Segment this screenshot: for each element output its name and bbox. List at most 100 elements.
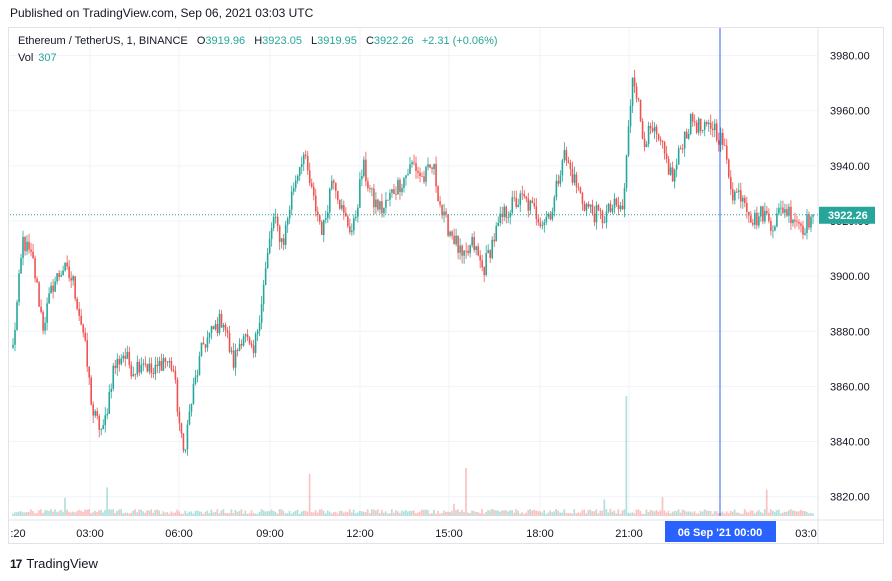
- candle-body: [443, 211, 445, 216]
- candle-body: [250, 343, 253, 346]
- volume-bar: [437, 510, 439, 516]
- candle-body: [537, 218, 540, 223]
- volume-bar: [198, 511, 201, 516]
- volume-bar: [661, 496, 664, 516]
- tradingview-brand[interactable]: 17 TradingView: [10, 556, 98, 571]
- candle-body: [752, 222, 754, 225]
- candle-body: [54, 281, 56, 292]
- candle-body: [665, 153, 668, 159]
- candle-body: [493, 239, 496, 242]
- candle-body: [441, 204, 443, 216]
- candle-body: [742, 197, 744, 202]
- volume-bar: [242, 513, 245, 516]
- volume-bar: [793, 510, 796, 516]
- volume-bar: [707, 511, 710, 516]
- candle-body: [723, 145, 726, 146]
- candle-body: [280, 238, 283, 242]
- candle-body: [810, 216, 812, 228]
- candle-body: [100, 429, 103, 430]
- candle-body: [373, 188, 375, 208]
- volume-bar: [350, 512, 353, 516]
- candle-body: [80, 315, 82, 325]
- volume-bar: [396, 511, 399, 516]
- candle-body: [304, 154, 307, 156]
- candle-body: [42, 311, 44, 331]
- candle-body: [589, 204, 592, 207]
- candle-body: [455, 235, 457, 245]
- volume-bar: [70, 512, 72, 516]
- candle-body: [152, 373, 155, 375]
- candle-body: [86, 340, 88, 367]
- volume-bar: [575, 513, 578, 516]
- y-tick-label: 3820.00: [830, 492, 870, 504]
- candle-body: [571, 169, 574, 183]
- candle-body: [621, 205, 624, 210]
- volume-bar: [54, 509, 56, 516]
- volume-bar: [406, 511, 409, 516]
- candle-body: [60, 275, 62, 277]
- candle-body: [389, 192, 391, 200]
- candle-body: [707, 122, 710, 125]
- volume-bar: [735, 512, 738, 516]
- volume-bar: [344, 511, 347, 516]
- candle-body: [417, 171, 419, 173]
- candle-body: [657, 134, 660, 140]
- volume-bar: [20, 511, 22, 516]
- volume-bar: [260, 509, 263, 516]
- candle-body: [78, 308, 80, 316]
- candle-body: [729, 177, 732, 190]
- candle-body: [691, 113, 694, 122]
- candle-body: [449, 231, 451, 236]
- candle-body: [278, 226, 281, 242]
- volume-bar: [589, 509, 592, 516]
- volume-bar: [413, 510, 415, 516]
- candle-body: [738, 190, 740, 193]
- volume-bar: [647, 512, 650, 516]
- candle-body: [328, 188, 331, 213]
- volume-bar: [767, 512, 770, 516]
- candle-body: [353, 218, 355, 231]
- volume-bar: [607, 512, 610, 516]
- volume-bar: [366, 509, 369, 516]
- candle-body: [469, 245, 471, 254]
- volume-bar: [200, 511, 203, 516]
- candle-body: [501, 213, 504, 217]
- candle-body: [82, 324, 84, 333]
- volume-bar: [449, 512, 451, 516]
- volume-bar: [631, 512, 634, 516]
- volume-value: 307: [38, 52, 57, 64]
- volume-bar: [228, 513, 231, 516]
- volume-bar: [294, 510, 297, 516]
- candle-body: [365, 159, 367, 182]
- candle-body: [483, 267, 485, 276]
- volume-bar: [551, 512, 554, 516]
- volume-bar: [60, 509, 62, 516]
- volume-bar: [583, 509, 586, 516]
- candle-body: [806, 214, 808, 233]
- volume-bar: [421, 509, 423, 516]
- volume-bar: [248, 513, 251, 516]
- candle-body: [772, 230, 774, 232]
- volume-bar: [673, 510, 676, 516]
- candle-body: [563, 150, 566, 161]
- volume-bar: [52, 511, 54, 516]
- volume-bar: [599, 510, 602, 516]
- volume-bar: [797, 511, 800, 516]
- candle-body: [335, 182, 337, 191]
- volume-bar: [801, 510, 804, 516]
- volume-bar: [807, 513, 810, 516]
- candle-body: [509, 212, 512, 217]
- volume-bar: [645, 509, 648, 516]
- volume-bar: [757, 509, 760, 516]
- volume-bar: [641, 513, 644, 516]
- volume-bar: [282, 511, 285, 516]
- volume-bar: [769, 509, 772, 516]
- candle-body: [643, 138, 646, 147]
- candle-body: [74, 276, 76, 299]
- volume-bar: [110, 509, 112, 516]
- candle-body: [226, 330, 229, 333]
- candle-body: [116, 358, 119, 369]
- candle-body: [92, 404, 95, 416]
- candle-body: [345, 212, 347, 217]
